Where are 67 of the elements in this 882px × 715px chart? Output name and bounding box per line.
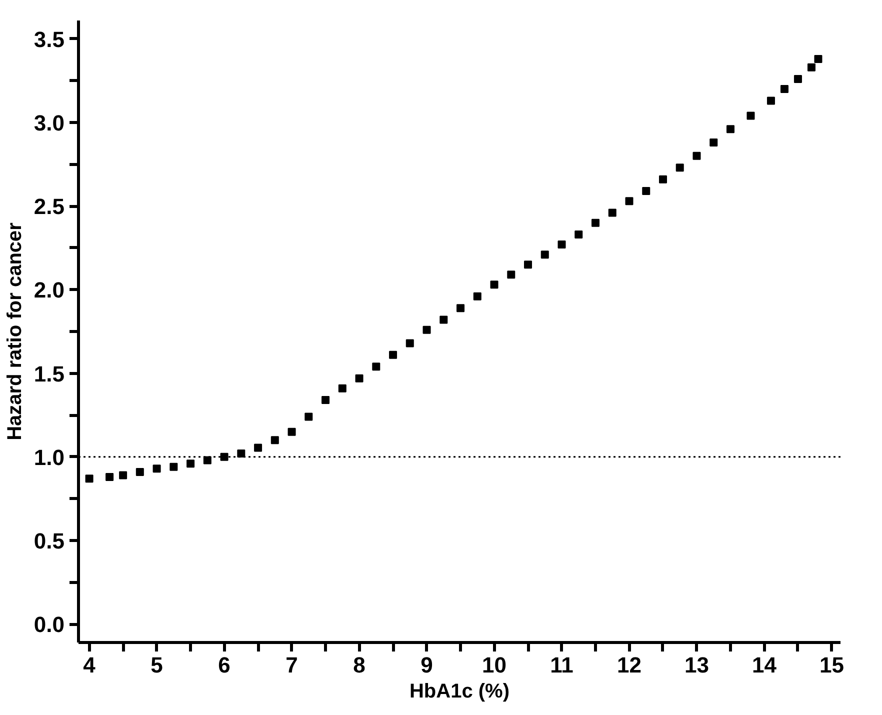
x-tick-label: 13 (684, 652, 709, 678)
y-tick-label: 1.0 (34, 444, 65, 470)
y-tick-label: 3.5 (34, 26, 65, 52)
x-tick-label: 10 (482, 652, 507, 678)
point (658, 175, 667, 184)
point (389, 350, 398, 359)
x-tick-label: 5 (150, 652, 163, 678)
point (119, 471, 128, 480)
point (692, 152, 701, 160)
point (807, 63, 816, 72)
point (524, 260, 532, 269)
point (355, 374, 364, 382)
point (203, 456, 212, 464)
x-tick-label: 6 (218, 652, 230, 678)
point (814, 54, 822, 63)
point (220, 452, 228, 461)
point (766, 96, 775, 105)
y-tick-label: 2.0 (34, 278, 65, 303)
point (456, 304, 465, 312)
x-tick-label: 4 (83, 652, 96, 678)
point (608, 208, 616, 217)
y-tick-label: 2.5 (34, 194, 65, 220)
point (710, 138, 718, 147)
point (106, 472, 114, 481)
x-tick-label: 7 (286, 652, 298, 678)
point (794, 75, 802, 84)
x-tick-label: 14 (752, 652, 778, 678)
x-tick-label: 11 (550, 652, 574, 678)
point (726, 125, 734, 134)
point (338, 384, 346, 392)
point (507, 270, 516, 279)
point (574, 230, 583, 239)
point (254, 444, 262, 452)
y-tick-label: 0.0 (34, 612, 65, 638)
y-tick-label: 1.5 (34, 361, 65, 386)
y-axis-title: Hazard ratio for cancer (4, 222, 26, 440)
x-tick-label: 9 (420, 652, 433, 678)
point (780, 85, 788, 94)
point (473, 292, 482, 300)
point (85, 474, 94, 483)
point (170, 462, 178, 471)
point (540, 250, 549, 259)
point (322, 396, 330, 404)
point (288, 428, 296, 436)
point (422, 326, 431, 334)
point (152, 464, 161, 473)
point (136, 468, 144, 476)
point (490, 280, 498, 289)
x-tick-label: 15 (819, 652, 844, 678)
point (440, 316, 448, 324)
point (642, 187, 650, 196)
point (237, 450, 246, 458)
point (592, 218, 600, 227)
point (372, 362, 380, 371)
point (270, 436, 279, 444)
point (676, 164, 684, 172)
x-tick-label: 8 (353, 652, 366, 678)
point (406, 339, 414, 348)
x-axis-title: HbA1c (%) (409, 680, 510, 702)
y-tick-label: 0.5 (34, 528, 65, 554)
point (746, 112, 755, 120)
point (186, 460, 195, 468)
point (625, 197, 634, 206)
y-tick-label: 3.0 (34, 110, 65, 136)
x-tick-label: 12 (617, 652, 642, 678)
point (304, 412, 313, 421)
point (558, 240, 566, 249)
